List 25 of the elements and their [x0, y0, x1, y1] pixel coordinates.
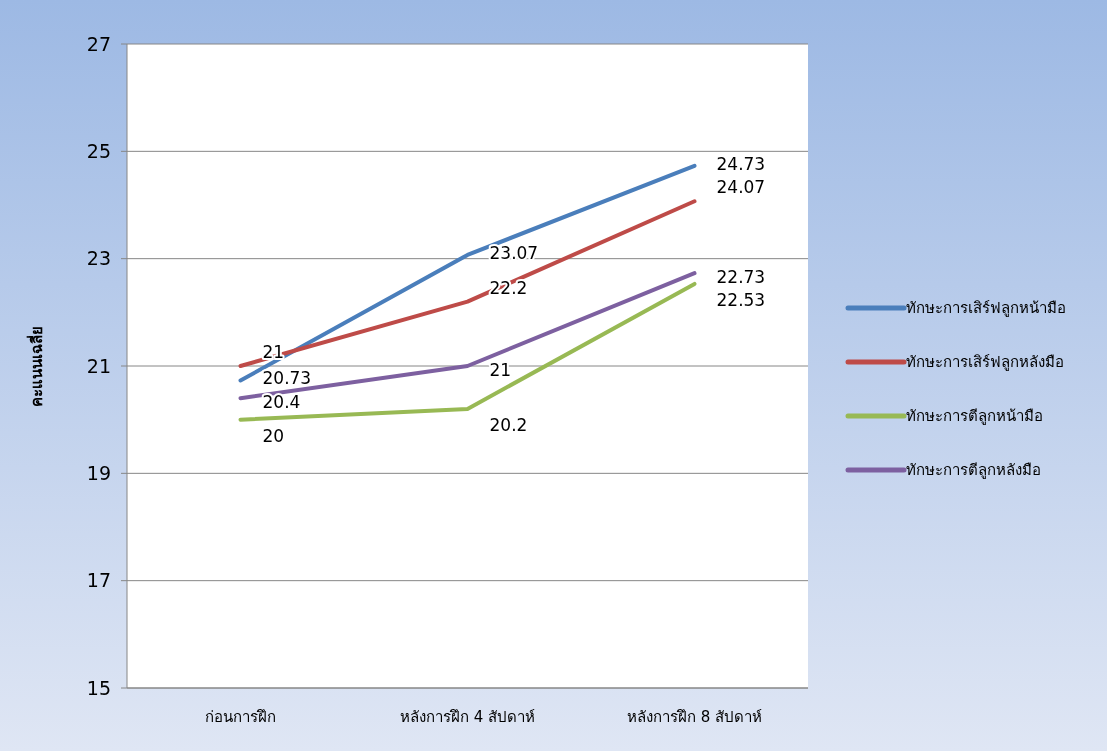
data-label: 20.2	[489, 414, 528, 435]
x-tick-label: หลังการฝึก 8 สัปดาห์	[626, 708, 763, 726]
legend-label: ทักษะการเสิร์ฟลูกหน้ามือ	[906, 299, 1066, 318]
y-tick-label: 17	[86, 569, 111, 592]
data-label: 23.07	[489, 242, 539, 263]
legend-label: ทักษะการตีลูกหลังมือ	[906, 461, 1041, 480]
y-tick-label: 25	[86, 139, 111, 162]
data-label: 21	[489, 359, 512, 380]
data-label: 24.73	[716, 153, 766, 174]
y-tick-label: 19	[86, 461, 111, 484]
x-tick-label: หลังการฝึก 4 สัปดาห์	[399, 708, 536, 726]
data-label: 24.07	[716, 177, 766, 198]
y-tick-label: 27	[86, 32, 111, 55]
y-tick-label: 21	[86, 354, 111, 377]
y-tick-label: 23	[86, 247, 111, 270]
data-label: 20.4	[262, 392, 301, 413]
legend-label: ทักษะการตีลูกหน้ามือ	[906, 407, 1043, 426]
x-tick-label: ก่อนการฝึก	[205, 708, 276, 726]
data-label: 22.73	[716, 267, 766, 288]
data-label: 20.73	[262, 368, 312, 389]
legend-label: ทักษะการเสิร์ฟลูกหลังมือ	[906, 353, 1064, 372]
y-tick-label: 15	[86, 676, 111, 699]
y-axis-title: คะแนนเฉลี่ย	[26, 325, 46, 407]
data-label: 22.53	[716, 289, 766, 310]
data-label: 20	[262, 425, 285, 446]
